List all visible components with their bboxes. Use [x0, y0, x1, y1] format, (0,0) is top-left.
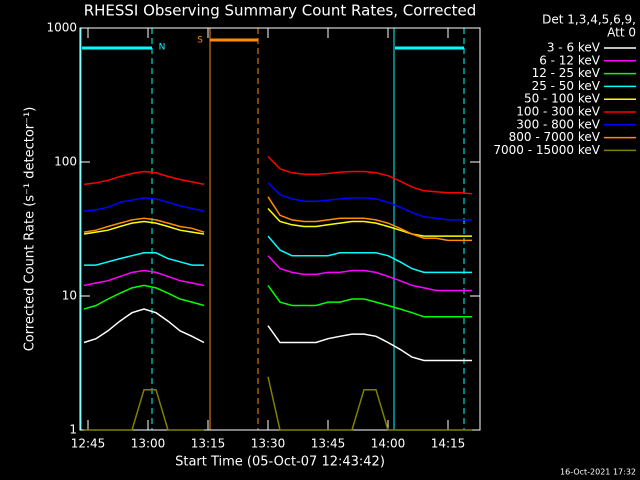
series-line	[83, 155, 473, 195]
series-line	[83, 255, 472, 292]
annotation: N	[159, 43, 166, 53]
x-axis-label: Start Time (05-Oct-07 12:43:42)	[175, 455, 385, 470]
y-tick-label: 10	[62, 289, 77, 303]
legend-title: Att 0	[607, 26, 636, 40]
legend-label: 6 - 12 keV	[539, 53, 601, 67]
legend-label: 300 - 800 keV	[516, 117, 600, 131]
legend-title: Det 1,3,4,5,6,9,	[542, 13, 636, 27]
x-tick-label: 13:15	[191, 437, 226, 451]
y-axis-label: Corrected Count Rate (s⁻¹ detector⁻¹)	[23, 107, 38, 352]
y-tick-label: 100	[54, 155, 77, 169]
series-line	[83, 196, 472, 242]
legend-label: 7000 - 15000 keV	[493, 143, 600, 157]
x-tick-label: 13:30	[251, 437, 286, 451]
y-tick-label: 1	[69, 423, 77, 437]
x-tick-label: 14:00	[371, 437, 406, 451]
legend-label: 800 - 7000 keV	[509, 130, 601, 144]
annotation: S	[197, 36, 203, 46]
x-tick-label: 13:45	[311, 437, 346, 451]
legend-label: 3 - 6 keV	[547, 41, 601, 55]
legend-label: 12 - 25 keV	[532, 66, 601, 80]
footer: 16-Oct-2021 17:32	[560, 468, 636, 477]
series-line	[83, 284, 472, 318]
series-line	[84, 235, 472, 274]
x-tick-label: 13:00	[131, 437, 166, 451]
series-line	[83, 308, 472, 362]
series-line	[83, 182, 472, 221]
x-tick-label: 12:45	[71, 437, 106, 451]
series-line	[83, 207, 472, 237]
legend-label: 25 - 50 keV	[532, 79, 601, 93]
chart-title: RHESSI Observing Summary Count Rates, Co…	[84, 2, 477, 20]
plot-frame	[79, 27, 481, 431]
series-line	[84, 376, 472, 431]
legend-label: 50 - 100 keV	[524, 92, 601, 106]
y-tick-label: 1000	[46, 21, 77, 35]
x-tick-label: 14:15	[431, 437, 466, 451]
legend-label: 100 - 300 keV	[516, 105, 600, 119]
